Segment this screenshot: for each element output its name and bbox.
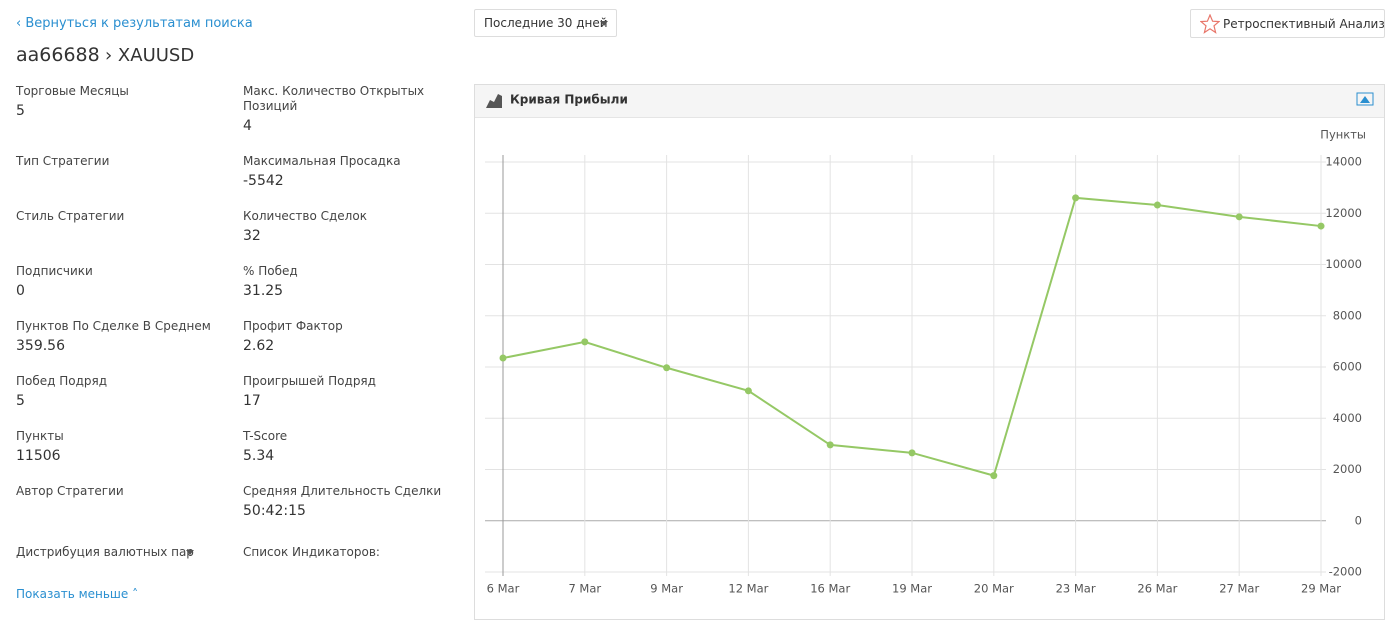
x-tick-label: 9 Mar: [650, 582, 683, 596]
stat-label: Побед Подряд: [16, 374, 108, 388]
x-tick-label: 20 Mar: [974, 582, 1014, 596]
stat-label: Профит Фактор: [243, 319, 343, 333]
retro-text: Ретроспективный Анализ: [1223, 17, 1385, 31]
stat-label: T-Score: [243, 429, 288, 443]
x-tick-label: 23 Mar: [1056, 582, 1096, 596]
point: [581, 338, 589, 346]
star-icon: [1200, 14, 1220, 34]
stat-value: 32: [243, 228, 261, 244]
y-axis-label: Пункты: [1320, 128, 1366, 142]
expand-icon[interactable]: [1356, 92, 1374, 106]
stat-value: 50:42:15: [243, 503, 306, 519]
stat-label: % Побед: [243, 264, 298, 278]
stat-label: Тип Стратегии: [16, 154, 110, 168]
stat-value: 5: [16, 393, 25, 409]
stat-label: Список Индикаторов:: [243, 545, 380, 559]
stat-label: Проигрышей Подряд: [243, 374, 376, 388]
stat-label: Стиль Стратегии: [16, 209, 125, 223]
show-less-text: Показать меньше: [16, 587, 129, 601]
point: [499, 354, 507, 362]
stat-value: 359.56: [16, 338, 65, 354]
stat-value: 5.34: [243, 448, 275, 464]
dropdown-caret: [600, 21, 608, 26]
point: [990, 472, 998, 480]
x-tick-label: 27 Mar: [1219, 582, 1259, 596]
x-tick-label: 16 Mar: [810, 582, 850, 596]
stat-value: 2.62: [243, 338, 275, 354]
back-link[interactable]: ‹ Вернуться к результатам поиска: [16, 16, 253, 31]
stat-value: 11506: [16, 448, 61, 464]
period-text: Последние 30 дней: [484, 16, 608, 30]
x-tick-label: 29 Mar: [1301, 582, 1341, 596]
retro-button[interactable]: Ретроспективный Анализ: [1190, 9, 1385, 38]
y-tick-label: 8000: [1333, 308, 1362, 322]
period-dropdown[interactable]: Последние 30 дней: [474, 9, 617, 37]
point: [744, 387, 752, 395]
x-tick-label: 26 Mar: [1137, 582, 1177, 596]
point: [908, 449, 916, 457]
distribution-caret[interactable]: [186, 550, 194, 555]
x-tick-label: 12 Mar: [728, 582, 768, 596]
stat-value: 31.25: [243, 283, 284, 299]
stat-value: 17: [243, 393, 261, 409]
chart-title: Кривая Прибыли: [510, 93, 628, 107]
stat-label: Макс. Количество Открытых Позиций: [243, 84, 425, 113]
y-tick-label: -2000: [1329, 565, 1362, 579]
stat-label: Дистрибуция валютных пар: [16, 545, 194, 559]
stat-label: Пункты: [16, 429, 64, 443]
point: [1153, 201, 1161, 209]
point: [1317, 222, 1325, 230]
x-tick-label: 6 Mar: [487, 582, 520, 596]
y-tick-label: 6000: [1333, 360, 1362, 374]
chart-header: [475, 85, 1384, 118]
stat-label: Средняя Длительность Сделки: [243, 484, 442, 498]
expand-icon-arrow: [1360, 96, 1370, 103]
chart-icon: [486, 94, 502, 108]
stat-label: Максимальная Просадка: [243, 154, 401, 168]
x-tick-label: 19 Mar: [892, 582, 932, 596]
stat-value: 5: [16, 103, 25, 119]
stat-value: -5542: [243, 173, 284, 189]
point: [663, 364, 671, 372]
y-tick-label: 0: [1355, 513, 1362, 527]
y-tick-label: 14000: [1325, 155, 1362, 169]
x-tick-label: 7 Mar: [568, 582, 601, 596]
y-tick-label: 12000: [1325, 206, 1362, 220]
y-tick-label: 4000: [1333, 411, 1362, 425]
stat-label: Подписчики: [16, 264, 93, 278]
chart-panel: [474, 84, 1385, 620]
point: [826, 441, 834, 449]
y-tick-label: 10000: [1325, 257, 1362, 271]
account-name: aa66688: [16, 44, 100, 66]
point: [1235, 213, 1243, 221]
stat-label: Количество Сделок: [243, 209, 367, 223]
point: [1072, 194, 1080, 202]
stat-value: 0: [16, 283, 25, 299]
show-less[interactable]: Показать меньше ˄: [16, 587, 139, 601]
stat-label: Автор Стратегии: [16, 484, 124, 498]
stat-value: 4: [243, 118, 252, 134]
symbol: › XAUUSD: [105, 45, 195, 66]
stat-label: Пунктов По Сделке В Среднем: [16, 319, 211, 333]
y-tick-label: 2000: [1333, 462, 1362, 476]
stat-label: Торговые Месяцы: [16, 84, 129, 98]
